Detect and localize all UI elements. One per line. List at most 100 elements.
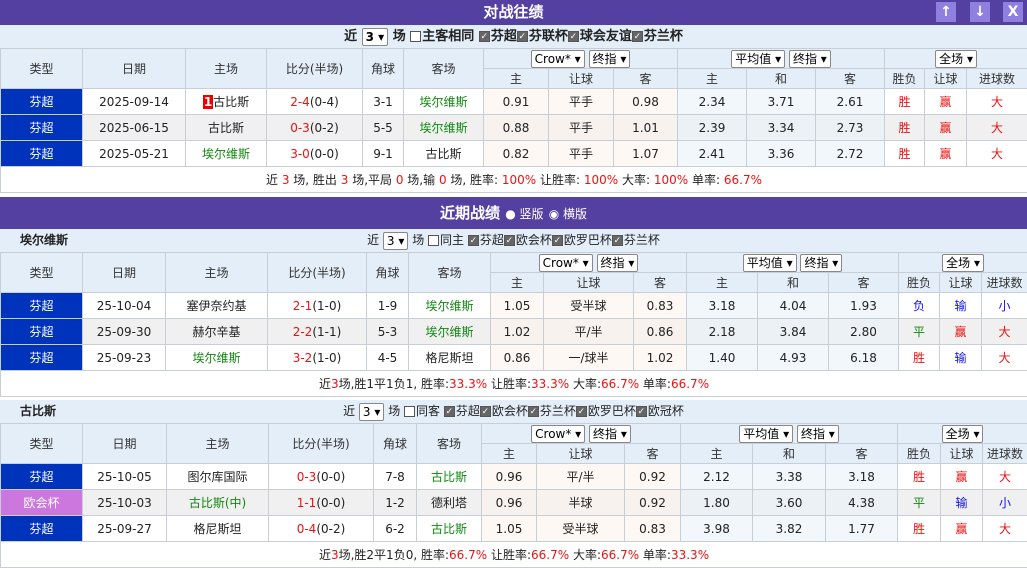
away-team[interactable]: 埃尔维斯 (404, 89, 484, 115)
league-type[interactable]: 芬超 (1, 464, 83, 490)
average-select[interactable]: 平均值 ▾ (743, 254, 797, 272)
league-type[interactable]: 芬超 (1, 319, 83, 345)
score[interactable]: 2-4(0-4) (267, 89, 363, 115)
average-select[interactable]: 平均值 ▾ (731, 50, 785, 68)
away-team[interactable]: 德利塔 (417, 490, 482, 516)
avg-kind-select[interactable]: 终指 ▾ (800, 254, 842, 272)
league-filter-2[interactable]: ✓球会友谊 (568, 29, 632, 44)
company-select[interactable]: Crow* ▾ (539, 254, 593, 272)
avg-odds-value: 3.82 (753, 516, 826, 542)
score[interactable]: 3-2(1-0) (268, 345, 367, 371)
home-team[interactable]: 图尔库国际 (167, 464, 269, 490)
score[interactable]: 2-1(1-0) (268, 293, 367, 319)
home-team[interactable]: 1古比斯 (186, 89, 267, 115)
same-venue-toggle[interactable]: 主客相同 (410, 29, 474, 44)
league-filter-2[interactable]: ✓欧罗巴杯 (552, 233, 612, 247)
league-type[interactable]: 芬超 (1, 516, 83, 542)
odds-kind-select[interactable]: 终指 ▾ (597, 254, 639, 272)
league-filter-3[interactable]: ✓芬兰杯 (632, 29, 683, 44)
move-up-button[interactable]: ↑ (936, 2, 956, 22)
odds-value: 一/球半 (544, 345, 634, 371)
league-filter-3[interactable]: ✓欧罗巴杯 (576, 404, 636, 418)
col-away: 客场 (417, 424, 482, 464)
avg-select-cell: 平均值 ▾ 终指 ▾ (681, 424, 898, 444)
match-date: 2025-05-21 (83, 141, 186, 167)
period-select[interactable]: 全场 ▾ (935, 50, 977, 68)
home-team[interactable]: 古比斯(中) (167, 490, 269, 516)
league-type[interactable]: 芬超 (1, 141, 83, 167)
h2h-title: 对战往绩 (483, 3, 543, 21)
score[interactable]: 2-2(1-1) (268, 319, 367, 345)
home-team[interactable]: 格尼斯坦 (167, 516, 269, 542)
same-venue-toggle[interactable]: 同客 (404, 404, 440, 418)
avg-kind-select[interactable]: 终指 ▾ (797, 425, 839, 443)
radio-horizontal[interactable]: ◉ 横版 (549, 207, 587, 221)
home-team[interactable]: 塞伊奈约基 (166, 293, 268, 319)
period-select[interactable]: 全场 ▾ (942, 425, 984, 443)
home-team[interactable]: 埃尔维斯 (166, 345, 268, 371)
company-select[interactable]: Crow* ▾ (531, 50, 585, 68)
league-filter-1[interactable]: ✓欧会杯 (504, 233, 552, 247)
home-team[interactable]: 古比斯 (186, 115, 267, 141)
corners: 5-5 (363, 115, 404, 141)
avg-odds-value: 2.72 (816, 141, 885, 167)
same-venue-toggle[interactable]: 同主 (428, 233, 464, 247)
move-down-button[interactable]: ↓ (970, 2, 990, 22)
result-value: 赢 (941, 464, 983, 490)
avg-select-cell: 平均值 ▾ 终指 ▾ (687, 253, 899, 273)
close-button[interactable]: X (1003, 2, 1023, 22)
league-filter-1[interactable]: ✓芬联杯 (517, 29, 568, 44)
odds-value: 1.05 (491, 293, 544, 319)
match-count-select[interactable]: 3 ▾ (359, 403, 384, 421)
odds-kind-select[interactable]: 终指 ▾ (589, 425, 631, 443)
col-type: 类型 (1, 49, 83, 89)
league-filter-0[interactable]: ✓芬超 (468, 233, 504, 247)
corners: 6-2 (374, 516, 417, 542)
period-select[interactable]: 全场 ▾ (942, 254, 984, 272)
average-select[interactable]: 平均值 ▾ (739, 425, 793, 443)
result-value: 赢 (941, 516, 983, 542)
away-team[interactable]: 埃尔维斯 (409, 293, 491, 319)
away-team[interactable]: 古比斯 (417, 464, 482, 490)
score[interactable]: 0-3(0-2) (267, 115, 363, 141)
away-team[interactable]: 埃尔维斯 (404, 115, 484, 141)
match-count-select[interactable]: 3 ▾ (362, 28, 389, 46)
away-team[interactable]: 格尼斯坦 (409, 345, 491, 371)
avg-odds-value: 4.93 (758, 345, 829, 371)
summary-row: 近3场,胜1平1负1, 胜率:33.3% 让胜率:33.3% 大率:66.7% … (1, 371, 1027, 397)
league-filter-3[interactable]: ✓芬兰杯 (612, 233, 660, 247)
away-team[interactable]: 古比斯 (417, 516, 482, 542)
result-value: 赢 (940, 319, 982, 345)
radio-vertical[interactable]: ● 竖版 (505, 207, 543, 221)
league-filter-2[interactable]: ✓芬兰杯 (528, 404, 576, 418)
score[interactable]: 1-1(0-0) (269, 490, 374, 516)
league-type[interactable]: 芬超 (1, 293, 83, 319)
odds-kind-select[interactable]: 终指 ▾ (589, 50, 631, 68)
avg-odds-value: 3.71 (747, 89, 816, 115)
match-count-select[interactable]: 3 ▾ (383, 232, 408, 250)
company-select[interactable]: Crow* ▾ (531, 425, 585, 443)
league-filter-1[interactable]: ✓欧会杯 (480, 404, 528, 418)
corners: 9-1 (363, 141, 404, 167)
checkbox-icon (428, 235, 439, 246)
score[interactable]: 0-3(0-0) (269, 464, 374, 490)
col-away: 客场 (404, 49, 484, 89)
score[interactable]: 0-4(0-2) (269, 516, 374, 542)
league-filter-0[interactable]: ✓芬超 (479, 29, 517, 44)
score[interactable]: 3-0(0-0) (267, 141, 363, 167)
league-type[interactable]: 芬超 (1, 115, 83, 141)
away-team[interactable]: 埃尔维斯 (409, 319, 491, 345)
home-team[interactable]: 赫尔辛基 (166, 319, 268, 345)
league-type[interactable]: 芬超 (1, 89, 83, 115)
league-type[interactable]: 欧会杯 (1, 490, 83, 516)
odds-select-cell: Crow* ▾ 终指 ▾ (484, 49, 678, 69)
away-team[interactable]: 古比斯 (404, 141, 484, 167)
result-value: 小 (982, 293, 1027, 319)
home-team[interactable]: 埃尔维斯 (186, 141, 267, 167)
avg-kind-select[interactable]: 终指 ▾ (789, 50, 831, 68)
result-value: 大 (967, 115, 1027, 141)
league-type[interactable]: 芬超 (1, 345, 83, 371)
league-filter-4[interactable]: ✓欧冠杯 (636, 404, 684, 418)
league-filter-0[interactable]: ✓芬超 (444, 404, 480, 418)
